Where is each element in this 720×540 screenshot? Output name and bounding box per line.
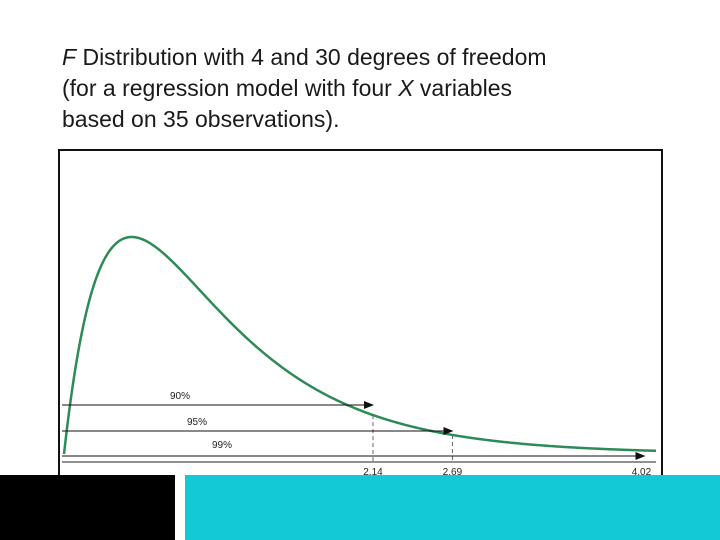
critical-value-tick-label: 2.69 (443, 467, 463, 478)
percent-label: 95% (187, 417, 207, 428)
title-line1: Distribution with 4 and 30 degrees of fr… (76, 44, 547, 70)
title-italic-f: F (62, 44, 77, 70)
percent-label: 99% (212, 440, 232, 451)
critical-value-tick-label: 4.02 (632, 467, 652, 478)
title-line2-end: variables (413, 75, 512, 101)
percent-label: 90% (170, 391, 190, 402)
title-line2-start: (for a regression model with four (62, 75, 399, 101)
slide-title: F Distribution with 4 and 30 degrees of … (62, 42, 682, 135)
title-italic-x: X (398, 75, 414, 101)
footer-cyan-block (185, 475, 720, 540)
footer-gap (175, 475, 185, 540)
title-line3: based on 35 observations). (62, 106, 340, 132)
critical-value-tick-label: 2.14 (363, 467, 383, 478)
footer-black-block (0, 475, 175, 540)
density-curve (62, 235, 657, 455)
